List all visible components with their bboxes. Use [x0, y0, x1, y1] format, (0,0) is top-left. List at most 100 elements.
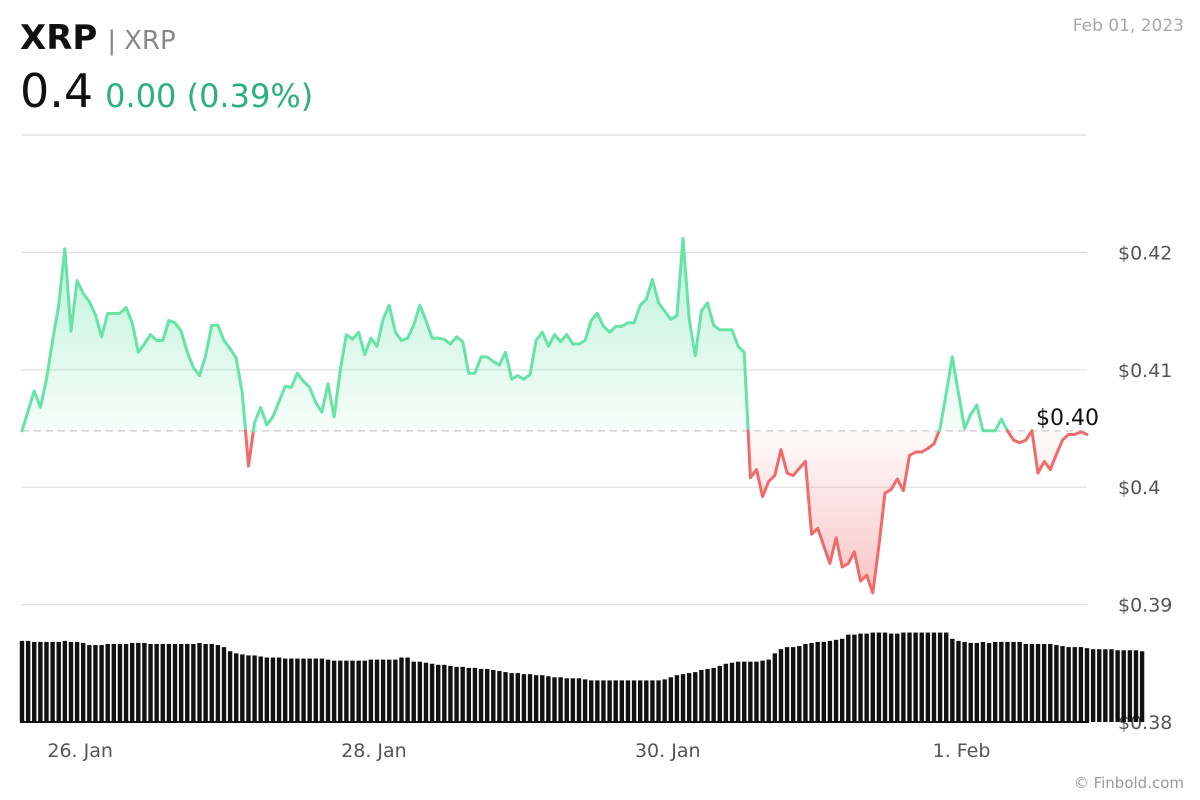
volume-bar — [429, 663, 435, 722]
area-fill-up — [22, 248, 246, 431]
volume-bar — [901, 632, 906, 722]
volume-bar — [50, 641, 55, 722]
volume-bar — [331, 660, 337, 722]
volume-bar — [166, 644, 172, 722]
volume-bar — [252, 655, 257, 722]
volume-bar — [1115, 650, 1120, 722]
volume-bar — [240, 654, 245, 722]
volume-bar — [791, 647, 796, 722]
volume-bar — [491, 670, 496, 722]
volume-bar — [191, 644, 196, 722]
volume-bar — [913, 632, 918, 722]
volume-bar — [276, 657, 282, 722]
volume-bar — [185, 644, 190, 722]
volume-bar — [784, 647, 790, 722]
volume-bar — [582, 679, 588, 722]
volume-bar — [533, 675, 539, 722]
volume-bar — [1017, 641, 1022, 722]
volume-bar — [282, 658, 288, 722]
volume-bar — [454, 666, 459, 722]
volume-bar — [846, 634, 851, 722]
volume-bar — [87, 645, 92, 722]
volume-bar — [478, 668, 484, 722]
y-tick-label: $0.41 — [1118, 360, 1172, 382]
volume-bar — [62, 640, 68, 722]
volume-bar — [839, 638, 845, 722]
x-tick-label: 1. Feb — [933, 740, 991, 762]
volume-bar — [203, 644, 208, 722]
volume-bar — [380, 659, 386, 722]
volume-bar — [521, 674, 527, 722]
volume-bar — [803, 644, 808, 722]
price-line-down — [244, 429, 255, 468]
volume-bar — [258, 656, 263, 722]
volume-bar — [503, 672, 508, 722]
volume-bar — [105, 644, 110, 722]
volume-bar — [148, 644, 153, 722]
volume-bar — [19, 640, 25, 722]
price-line-up — [20, 247, 247, 433]
volume-bar — [466, 667, 472, 722]
volume-bar — [852, 634, 857, 722]
volume-bar — [950, 638, 955, 722]
volume-bar — [821, 641, 827, 722]
volume-bar — [748, 661, 753, 722]
volume-bar — [1072, 647, 1077, 722]
volume-bar — [595, 680, 600, 722]
volume-bar — [356, 660, 361, 722]
volume-bar — [313, 658, 318, 722]
volume-bar — [711, 667, 716, 722]
volume-bar — [197, 642, 202, 722]
volume-bar — [221, 647, 227, 722]
volume-bar — [888, 633, 894, 722]
volume-bar — [1060, 646, 1065, 722]
volume-bar — [723, 663, 729, 722]
volume-bar — [117, 644, 123, 722]
price-change: 0.00 (0.39%) — [105, 77, 314, 115]
volume-bar — [968, 642, 973, 722]
volume-bar — [368, 659, 374, 722]
y-tick-label: $0.39 — [1118, 595, 1172, 617]
volume-bar — [815, 641, 820, 722]
area-fill-up — [253, 238, 749, 431]
volume-bar — [546, 676, 551, 722]
volume-bar — [497, 671, 502, 722]
volume-bar — [925, 632, 931, 722]
ticker-symbol: XRP — [20, 18, 98, 58]
volume-bar — [325, 659, 331, 722]
volume-bar — [417, 661, 423, 722]
volume-bar — [209, 644, 214, 722]
volume-bar — [882, 632, 888, 722]
price-line-down — [1030, 429, 1089, 475]
price-row: 0.4 0.00 (0.39%) — [20, 64, 313, 118]
volume-bar — [270, 657, 276, 722]
chart-title-row: XRP | XRP — [20, 18, 176, 58]
volume-bar — [56, 641, 61, 722]
volume-bar — [129, 642, 135, 722]
volume-bar — [44, 641, 49, 722]
volume-bar — [944, 632, 949, 722]
volume-bar — [295, 658, 300, 722]
price-line-up — [251, 236, 750, 433]
volume-bar — [1109, 649, 1114, 722]
volume-bar — [625, 680, 631, 722]
volume-bar — [956, 640, 961, 722]
volume-bar — [344, 660, 349, 722]
volume-bar — [858, 633, 863, 722]
volume-bar — [136, 642, 141, 722]
y-tick-label: $0.38 — [1118, 712, 1172, 734]
volume-bar — [693, 672, 698, 722]
volume-bar — [1011, 641, 1016, 722]
volume-bar — [552, 677, 557, 722]
volume-bar — [919, 632, 924, 722]
volume-bar — [350, 660, 355, 722]
volume-bar — [411, 661, 416, 722]
price-line-down — [746, 429, 941, 595]
volume-bar — [99, 645, 104, 722]
volume-bar — [570, 678, 576, 722]
volume-bar — [576, 678, 582, 722]
volume-bar — [1035, 644, 1041, 722]
volume-bar — [1139, 651, 1145, 722]
volume-bar — [662, 679, 667, 722]
volume-bar — [778, 649, 784, 722]
